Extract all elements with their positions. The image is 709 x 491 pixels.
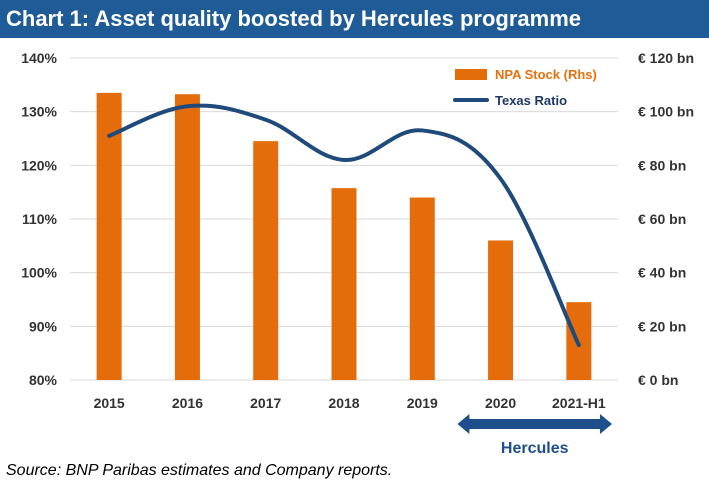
- left-tick-label: 80%: [29, 372, 58, 388]
- texas-ratio-line: [107, 103, 581, 348]
- x-tick-label: 2021-H1: [552, 395, 606, 411]
- left-tick-label: 90%: [29, 318, 58, 334]
- right-tick-label: € 40 bn: [638, 265, 686, 281]
- x-axis-ticks: 2015 2016 2017 2018 2019 2020 2021-H1: [94, 395, 606, 411]
- x-tick-label: 2020: [485, 395, 516, 411]
- npa-bars: [96, 92, 592, 380]
- npa-bar: [409, 197, 435, 380]
- left-tick-label: 100%: [21, 265, 57, 281]
- legend-label-texas: Texas Ratio: [495, 93, 567, 108]
- right-tick-label: € 80 bn: [638, 157, 686, 173]
- left-axis-ticks: 80% 90% 100% 110% 120% 130% 140%: [21, 50, 57, 388]
- npa-bar: [331, 188, 357, 380]
- hercules-double-arrow: [457, 414, 612, 434]
- x-tick-label: 2018: [328, 395, 359, 411]
- left-tick-label: 140%: [21, 50, 57, 66]
- left-tick-label: 110%: [22, 211, 58, 227]
- npa-bar: [96, 92, 122, 380]
- left-tick-label: 130%: [21, 104, 57, 120]
- legend-label-npa: NPA Stock (Rhs): [495, 67, 597, 82]
- npa-bar: [488, 240, 514, 380]
- chart-title: Chart 1: Asset quality boosted by Hercul…: [6, 6, 581, 31]
- title-bar: Chart 1: Asset quality boosted by Hercul…: [0, 0, 709, 38]
- chart-canvas: 80% 90% 100% 110% 120% 130% 140% € 0 bn € 20 bn…: [21, 50, 694, 457]
- x-tick-label: 2019: [407, 395, 438, 411]
- hercules-annotation: Hercules: [457, 414, 612, 457]
- npa-bar: [174, 94, 200, 380]
- right-tick-label: € 60 bn: [638, 211, 686, 227]
- npa-bar: [253, 141, 279, 380]
- right-axis-ticks: € 0 bn € 20 bn € 40 bn € 60 bn € 80 bn € 100 …: [638, 50, 694, 388]
- left-tick-label: 120%: [21, 157, 57, 173]
- right-tick-label: € 120 bn: [638, 50, 694, 66]
- right-tick-label: € 0 bn: [638, 372, 678, 388]
- x-tick-label: 2015: [94, 395, 125, 411]
- x-tick-label: 2017: [250, 395, 281, 411]
- x-tick-label: 2016: [172, 395, 203, 411]
- right-tick-label: € 20 bn: [638, 318, 686, 334]
- hercules-label: Hercules: [501, 440, 569, 457]
- legend-swatch-npa: [455, 69, 487, 80]
- legend: NPA Stock (Rhs) Texas Ratio: [453, 67, 597, 108]
- source-note: Source: BNP Paribas estimates and Compan…: [6, 462, 393, 479]
- right-tick-label: € 100 bn: [638, 104, 694, 120]
